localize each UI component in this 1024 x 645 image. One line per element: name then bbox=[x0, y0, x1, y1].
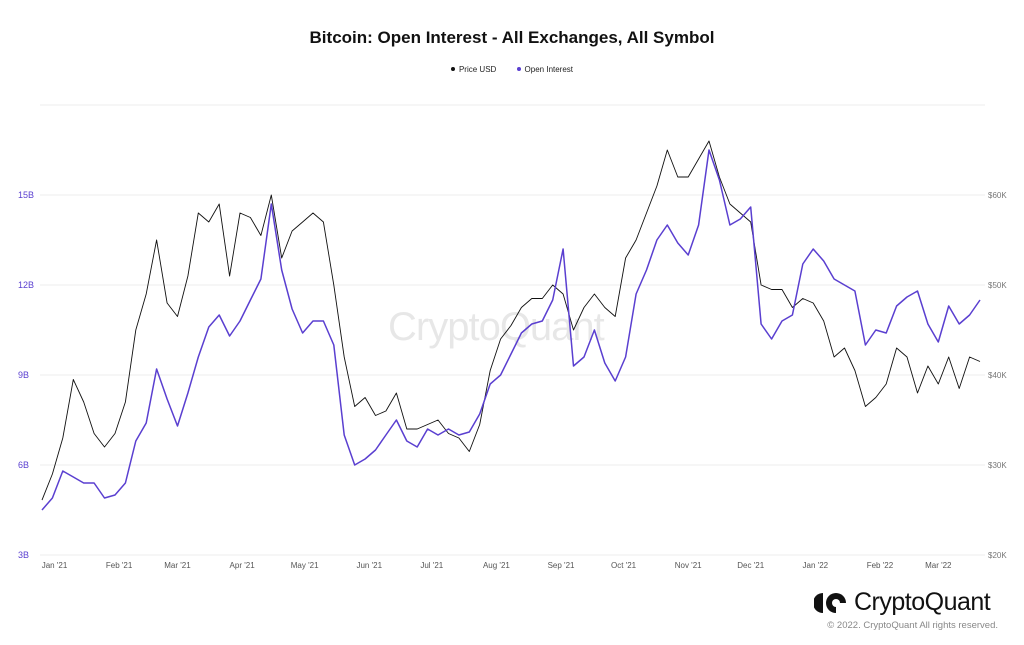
y-left-tick-label: 15B bbox=[18, 190, 34, 200]
x-tick-label: Mar '21 bbox=[164, 561, 191, 570]
x-tick-label: Dec '21 bbox=[737, 561, 764, 570]
x-tick-label: Apr '21 bbox=[230, 561, 256, 570]
y-right-tick-label: $60K bbox=[988, 191, 1007, 200]
y-left-tick-label: 9B bbox=[18, 370, 29, 380]
legend: Price USD Open Interest bbox=[0, 64, 1024, 74]
legend-item-price[interactable]: Price USD bbox=[450, 64, 497, 74]
y-right-tick-label: $40K bbox=[988, 371, 1007, 380]
chart-title: Bitcoin: Open Interest - All Exchanges, … bbox=[309, 28, 715, 47]
legend-label: Price USD bbox=[458, 64, 497, 74]
y-right-tick-label: $50K bbox=[988, 281, 1007, 290]
x-tick-label: Mar '22 bbox=[925, 561, 952, 570]
y-left-tick-label: 3B bbox=[18, 550, 29, 560]
x-tick-label: Jul '21 bbox=[420, 561, 443, 570]
legend-label: Open Interest bbox=[524, 64, 574, 74]
price-marker-icon bbox=[450, 67, 455, 71]
x-tick-label: Sep '21 bbox=[548, 561, 575, 570]
x-tick-label: Feb '21 bbox=[106, 561, 133, 570]
logo-text: CryptoQuant bbox=[854, 588, 991, 616]
x-tick-label: Nov '21 bbox=[675, 561, 702, 570]
x-tick-label: Jun '21 bbox=[356, 561, 382, 570]
x-tick-label: Aug '21 bbox=[483, 561, 510, 570]
y-right-tick-label: $30K bbox=[988, 461, 1007, 470]
y-left-tick-label: 6B bbox=[18, 460, 29, 470]
cryptoquant-logo-icon bbox=[814, 592, 846, 613]
y-left-tick-label: 12B bbox=[18, 280, 34, 290]
y-right-tick-label: $20K bbox=[988, 551, 1007, 560]
x-tick-label: May '21 bbox=[291, 561, 319, 570]
copyright: © 2022. CryptoQuant All rights reserved. bbox=[827, 620, 998, 631]
open-interest-marker-icon bbox=[516, 67, 521, 71]
x-tick-label: Feb '22 bbox=[867, 561, 894, 570]
x-tick-label: Jan '21 bbox=[42, 561, 68, 570]
legend-item-open-interest[interactable]: Open Interest bbox=[516, 64, 574, 74]
x-tick-label: Jan '22 bbox=[803, 561, 829, 570]
x-tick-label: Oct '21 bbox=[611, 561, 637, 570]
series-line-open-interest bbox=[41, 149, 981, 511]
cryptoquant-logo: CryptoQuant bbox=[814, 588, 991, 617]
